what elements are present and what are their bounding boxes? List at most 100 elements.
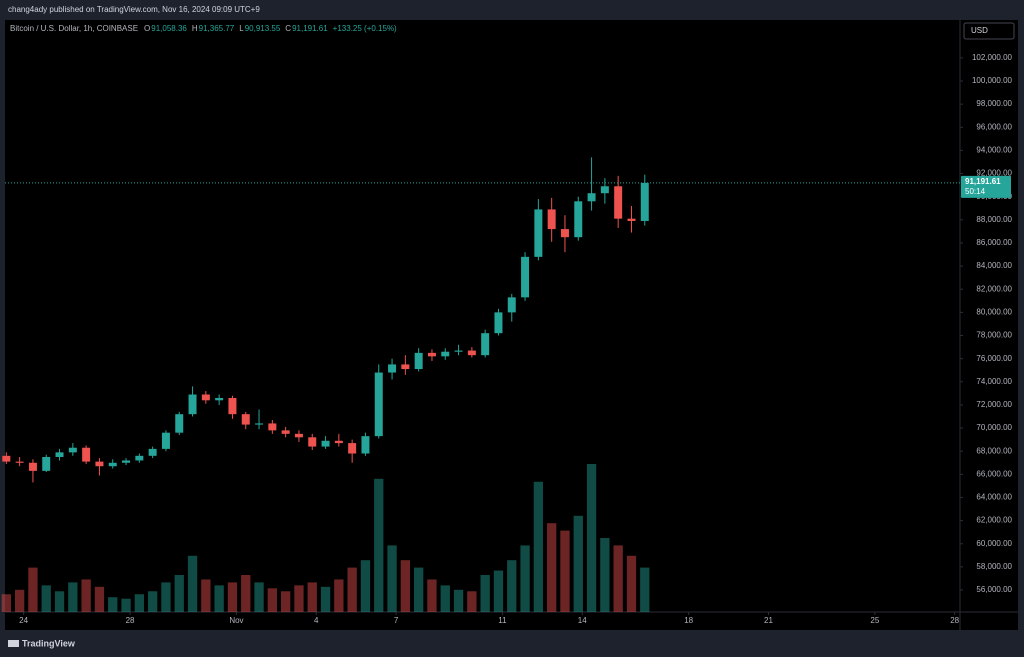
candle-body: [82, 447, 91, 462]
candle-body: [560, 229, 569, 238]
candle-body: [627, 218, 636, 221]
x-tick-label: 25: [870, 616, 879, 625]
candle-body: [388, 364, 397, 373]
candle-body: [481, 333, 490, 356]
volume-bar: [14, 589, 25, 612]
candle-body: [201, 394, 210, 401]
legend-key: H: [192, 24, 198, 33]
candle-body: [95, 461, 104, 467]
published-note: chang4ady published on TradingView.com, …: [8, 5, 260, 14]
candle-body: [42, 456, 51, 471]
x-tick-label: 11: [498, 616, 507, 625]
x-tick-label: 18: [684, 616, 693, 625]
volume-bar: [241, 575, 251, 612]
x-tick-label: 24: [19, 616, 28, 625]
candle-body: [308, 437, 317, 447]
y-tick-label: 96,000.00: [976, 122, 1012, 131]
y-tick-label: 68,000.00: [976, 446, 1012, 455]
legend-value: 91,365.77: [199, 24, 235, 33]
candle-body: [614, 186, 623, 219]
candle-body: [547, 209, 556, 230]
volume-bar: [347, 567, 357, 612]
candle-body: [2, 455, 11, 462]
currency[interactable]: USD: [971, 26, 988, 35]
volume-bar: [453, 589, 464, 612]
y-tick-label: 80,000.00: [976, 307, 1012, 316]
volume-bar: [507, 560, 517, 612]
last-price-box: [961, 175, 1011, 198]
volume-bar: [613, 545, 623, 612]
volume-bar: [28, 567, 38, 612]
legend-change: +133.25 (+0.15%): [333, 24, 397, 33]
volume-bar: [600, 538, 610, 612]
volume-bar: [640, 567, 650, 612]
candle-body: [148, 448, 157, 456]
y-tick-label: 88,000.00: [976, 215, 1012, 224]
legend-value: 91,191.61: [292, 24, 328, 33]
candle-body: [587, 193, 596, 202]
volume-bar: [467, 591, 477, 612]
x-tick-label: 4: [314, 616, 319, 625]
y-tick-label: 98,000.00: [976, 99, 1012, 108]
candle-body: [108, 462, 117, 467]
candle-body: [321, 440, 330, 447]
logo: [8, 640, 19, 647]
y-tick-label: 64,000.00: [976, 493, 1012, 502]
y-tick-label: 58,000.00: [976, 562, 1012, 571]
volume-bar: [480, 575, 490, 612]
volume-bar: [147, 591, 158, 612]
candle-body: [361, 436, 370, 454]
candle-body: [255, 423, 264, 425]
volume-bar: [214, 585, 224, 612]
x-tick-label: Nov: [229, 616, 243, 625]
candle-body: [640, 182, 649, 221]
candle-body: [68, 447, 77, 453]
volume-bar: [81, 579, 91, 612]
volume-bar: [134, 594, 144, 612]
x-tick-label: 28: [126, 616, 135, 625]
y-tick-label: 62,000.00: [976, 516, 1012, 525]
chart-area: [5, 20, 1018, 630]
candle-body: [467, 350, 476, 356]
volume-bar: [267, 588, 278, 612]
y-tick-label: 78,000.00: [976, 331, 1012, 340]
candle-body: [55, 452, 64, 457]
candle-body: [414, 352, 423, 370]
y-tick-label: 76,000.00: [976, 354, 1012, 363]
candle-body: [401, 364, 410, 370]
candle-body: [268, 423, 277, 431]
y-tick-label: 74,000.00: [976, 377, 1012, 386]
countdown: 50:14: [965, 187, 986, 196]
volume-bar: [108, 597, 118, 612]
volume-bar: [161, 582, 171, 612]
legend-value: 90,913.55: [245, 24, 281, 33]
y-tick-label: 92,000.00: [976, 169, 1012, 178]
y-tick-label: 84,000.00: [976, 261, 1012, 270]
x-tick-label: 14: [578, 616, 587, 625]
y-tick-label: 82,000.00: [976, 284, 1012, 293]
candle-body: [228, 397, 237, 415]
volume-bar: [493, 570, 504, 612]
candle-body: [494, 312, 503, 334]
candle-body: [241, 414, 250, 425]
candle-body: [348, 443, 357, 454]
volume-bar: [586, 464, 597, 612]
currency-box[interactable]: [963, 22, 1015, 40]
volume-bar: [573, 515, 583, 612]
candle-body: [534, 209, 543, 257]
y-tick-label: 102,000.00: [972, 53, 1013, 62]
volume-bar: [280, 591, 291, 612]
volume-bar: [174, 575, 184, 612]
volume-bar: [68, 582, 78, 612]
y-tick-label: 70,000.00: [976, 423, 1012, 432]
candle-body: [334, 440, 343, 444]
y-tick-label: 94,000.00: [976, 146, 1012, 155]
volume-bar: [374, 478, 384, 612]
last-price-label: 91,191.61: [965, 177, 1001, 186]
volume-bar: [187, 555, 198, 612]
volume-bar: [94, 586, 105, 612]
candle-body: [215, 397, 224, 401]
volume-bar: [427, 579, 437, 612]
volume-bar: [440, 585, 450, 612]
